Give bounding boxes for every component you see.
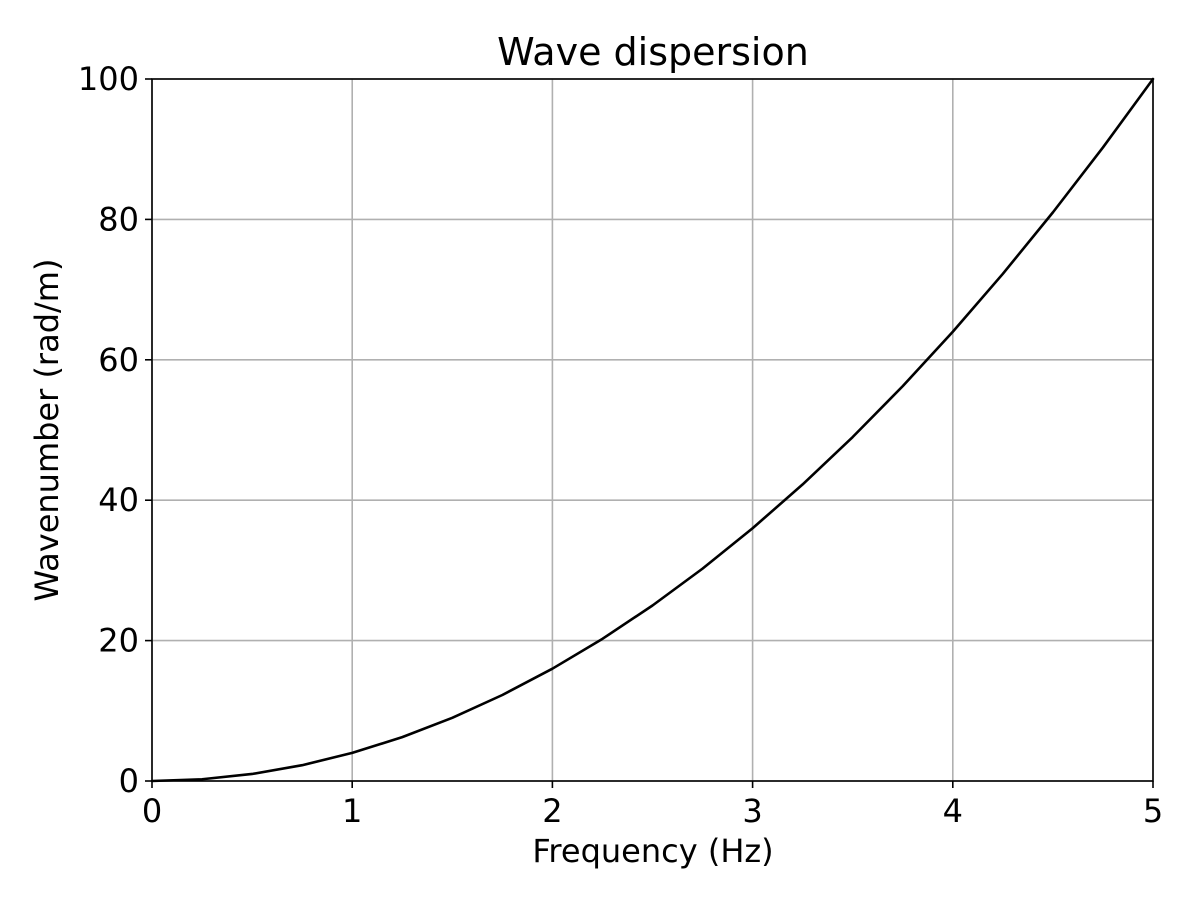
y-axis-label: Wavenumber (rad/m): [28, 259, 66, 602]
y-tick-label: 40: [98, 481, 139, 519]
y-tick-label: 100: [78, 60, 139, 98]
x-tick-label: 3: [742, 792, 762, 830]
x-tick-label: 4: [943, 792, 963, 830]
x-tick-label: 5: [1143, 792, 1163, 830]
y-tick-label: 80: [98, 200, 139, 238]
y-tick-label: 20: [98, 622, 139, 660]
x-tick-label: 0: [142, 792, 162, 830]
y-tick-label: 0: [119, 762, 139, 800]
plot-frame: [151, 78, 1154, 782]
series-line-0: [150, 77, 1155, 783]
y-tick-label: 60: [98, 341, 139, 379]
chart-title: Wave dispersion: [497, 30, 809, 74]
series-layer: [150, 77, 1155, 783]
x-axis-label: Frequency (Hz): [532, 832, 773, 870]
axis-ticks: 0 1 2 3 4 5 0 20 40 60 80 100: [78, 60, 1163, 830]
x-tick-label: 2: [542, 792, 562, 830]
x-tick-label: 1: [342, 792, 362, 830]
